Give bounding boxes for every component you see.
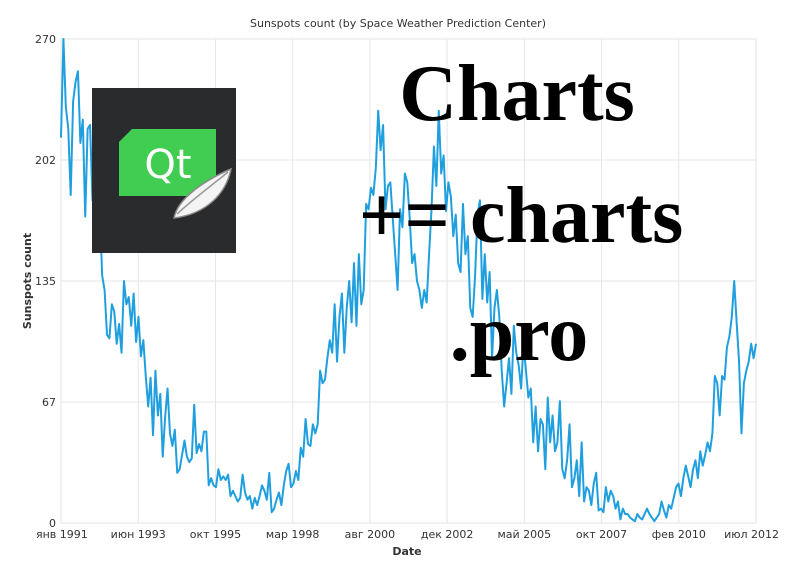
x-tick-label: мар 1998 [266,528,320,541]
y-tick-label: 0 [49,517,56,530]
y-tick-label: 67 [42,396,56,409]
x-tick-label: май 2005 [497,528,551,541]
banner-line-3: .pro [450,290,589,378]
x-tick-label: фев 2010 [652,528,706,541]
series-layer [60,38,757,523]
x-tick-label: дек 2002 [421,528,474,541]
y-tick-label: 270 [35,33,56,46]
y-axis-title: Sunspots count [21,233,34,329]
y-axis-ticks: 0 67 135 202 270 [35,33,56,530]
qt-logo: Qt [92,88,236,253]
x-tick-label: окт 2007 [576,528,627,541]
x-tick-label: июн 1993 [111,528,166,541]
chart-title: Sunspots count (by Space Weather Predict… [250,17,546,30]
y-tick-label: 202 [35,154,56,167]
y-tick-label: 135 [35,275,56,288]
x-axis-title: Date [392,545,421,558]
qt-logo-text: Qt [144,142,191,188]
banner: Charts += charts .pro [359,50,683,378]
x-tick-label: авг 2000 [345,528,396,541]
series-line [60,38,757,523]
plot-area [60,38,757,524]
banner-line-2: += charts [359,172,683,260]
plot-border [60,38,757,524]
leaf-icon [173,167,233,219]
x-tick-label: янв 1991 [36,528,88,541]
x-tick-label: июл 2012 [724,528,779,541]
x-tick-label: окт 1995 [190,528,241,541]
qt-logo-green-badge [119,129,216,196]
banner-line-1: Charts [399,50,635,138]
x-axis-ticks: янв 1991 июн 1993 окт 1995 мар 1998 авг 2000… [36,528,779,541]
